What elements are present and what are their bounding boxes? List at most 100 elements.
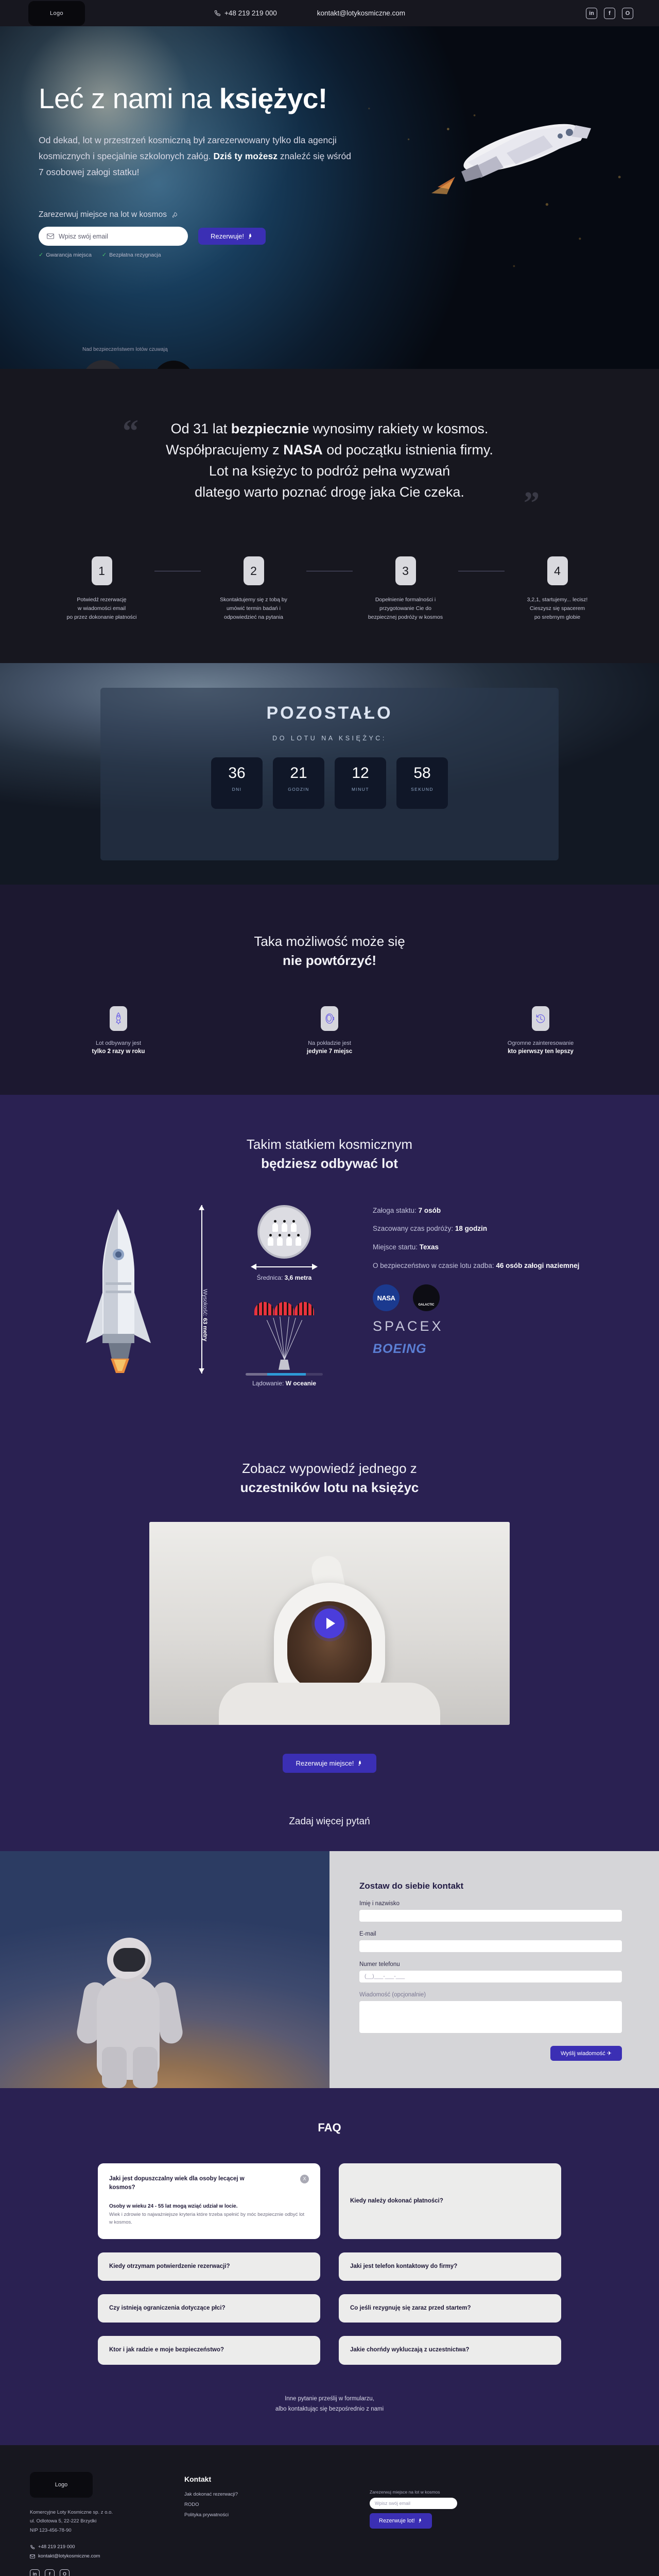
header-logo[interactable]: Logo — [28, 1, 85, 26]
ocean-line — [246, 1372, 323, 1376]
spaceship-section: Takim statkiem kosmicznym będziesz odbyw… — [0, 1094, 659, 1425]
facebook-icon[interactable]: f — [45, 2569, 55, 2576]
instagram-icon[interactable]: O — [622, 7, 633, 19]
faq-card[interactable]: Jaki jest telefon kontaktowy do firmy? — [339, 2252, 561, 2281]
footer-email[interactable]: kontakt@lotykosmiczne.com — [30, 2552, 184, 2561]
linkedin-icon[interactable]: in — [30, 2569, 40, 2576]
header-email[interactable]: kontakt@lotykosmiczne.com — [317, 9, 405, 17]
faq-card[interactable]: Ktor i jak radzie e moje bezpieczeństwo? — [98, 2336, 320, 2365]
name-field[interactable] — [359, 1909, 622, 1922]
footer-reserve-button[interactable]: Rezerwuje lot! — [370, 2513, 432, 2529]
footer-social-group: in f O — [30, 2569, 184, 2576]
countdown-days: 36 DNI — [211, 757, 263, 809]
footer-contact: +48 219 219 000 kontakt@lotykosmiczne.co… — [30, 2543, 184, 2561]
spaceship-middle: Średnica: 3,6 metra Lądowan — [207, 1205, 361, 1387]
partner-logo-row-1: NASA GALACTIC — [373, 1284, 622, 1312]
step-4: 4 3,2,1, startujemy... lecisz! Cieszysz … — [505, 556, 610, 622]
faq-card[interactable]: Czy istnieją ograniczenia dotyczące płci… — [98, 2294, 320, 2323]
opportunity-item-1: Lot odbywany jest tylko 2 razy w roku — [64, 1006, 172, 1055]
faq-card-open[interactable]: X Jaki jest dopuszczalny wiek dla osoby … — [98, 2163, 320, 2239]
step-1: 1 Potwiedź rezerwację w wiadomości email… — [49, 556, 154, 622]
contact-submit-button[interactable]: Wyślij wiadomość ✈ — [550, 2045, 622, 2061]
facebook-icon[interactable]: f — [604, 7, 615, 19]
cabin-diagram: Średnica: 3,6 metra — [251, 1205, 318, 1281]
footer-link-privacy[interactable]: Polityka prywatności — [184, 2512, 229, 2518]
opportunity-item-2: Na pokładzie jest jedynie 7 miejsc — [275, 1006, 384, 1055]
countdown-seconds-label: SEKUND — [411, 787, 433, 792]
footer-newsletter: Zarezerwuj miejsce na lot w kosmos Rezer… — [370, 2472, 629, 2576]
countdown-minutes-label: MINUT — [352, 787, 369, 792]
partners-label: Nad bezpieczeństwem lotów czuwają — [82, 347, 168, 352]
parachute-icon — [294, 1301, 314, 1315]
hero-reserve-button[interactable]: Rezerwuje! — [198, 228, 266, 245]
envelope-icon — [47, 233, 54, 239]
header-phone-text: +48 219 219 000 — [224, 9, 277, 17]
video-reserve-button[interactable]: Rezerwuje miejsce! — [282, 1753, 377, 1773]
crew-figure — [276, 1233, 283, 1246]
opportunity-heading-bold: nie powtórzyć! — [282, 953, 376, 969]
linkedin-icon[interactable]: in — [586, 7, 597, 19]
hero-cta-row: Wpisz swój email Rezerwuje! — [39, 227, 391, 246]
footer-phone-text: +48 219 219 000 — [38, 2544, 75, 2550]
space-shuttle-illustration — [431, 124, 591, 194]
hero-cta-label: Zarezerwuj miejsce na lot w kosmos — [39, 210, 391, 219]
contact-photo — [0, 1851, 330, 2088]
footer-email-input[interactable] — [370, 2497, 457, 2509]
crew-figure — [267, 1233, 274, 1246]
faq-footer-note: Inne pytanie prześlij w formularzu, albo… — [0, 2394, 659, 2414]
phone-field[interactable] — [359, 1970, 622, 1982]
header-phone[interactable]: +48 219 219 000 — [214, 9, 277, 17]
boeing-logo: BOEING — [373, 1342, 427, 1357]
parachute-icon — [254, 1301, 274, 1315]
faq-question: Ktor i jak radzie e moje bezpieczeństwo? — [109, 2347, 224, 2353]
virgin-galactic-logo: GALACTIC — [153, 361, 194, 369]
rocket-illustration — [86, 1209, 151, 1373]
email-field[interactable] — [359, 1940, 622, 1952]
spec-ground-crew: O bezpieczeństwo w czasie lotu zadba: 46… — [373, 1261, 580, 1269]
play-button[interactable] — [315, 1608, 344, 1638]
opportunity-item-2-line2: jedynie 7 miejsc — [306, 1048, 353, 1055]
footer-reserve-label: Rezerwuje lot! — [379, 2517, 415, 2524]
crew-figure — [295, 1233, 302, 1246]
partner-nasa: NASA — [82, 360, 124, 369]
spacex-logo: SPACEX — [373, 1318, 444, 1334]
step-4-text: 3,2,1, startujemy... lecisz! Cieszysz si… — [527, 597, 588, 621]
video-heading-light: Zobacz wypowiedź jednego z — [242, 1460, 417, 1476]
steps-row: 1 Potwiedź rezerwację w wiadomości email… — [0, 556, 659, 622]
contact-ask-title: Zadaj więcej pytań — [0, 1808, 659, 1851]
faq-card[interactable]: Jakie chorńdy wykluczają z uczestnictwa? — [339, 2336, 561, 2365]
virgin-galactic-logo: GALACTIC — [413, 1284, 440, 1312]
quote-line-3: Lot na księżyc to podróż pełna wyzwań — [209, 463, 450, 479]
faq-card[interactable]: Co jeśli rezygnuję się zaraz przed start… — [339, 2294, 561, 2323]
crew-figure — [272, 1219, 279, 1232]
header-contact-group: +48 219 219 000 kontakt@lotykosmiczne.co… — [214, 9, 405, 17]
faq-question: Kiedy otrzymam potwierdzenie rezerwacji? — [109, 2263, 230, 2269]
footer-logo[interactable]: Logo — [30, 2471, 93, 2498]
contact-submit-label: Wyślij wiadomość — [561, 2050, 605, 2057]
spec-duration: Szacowany czas podróży: 18 godzin — [373, 1225, 488, 1233]
video-cta-wrap: Rezerwuje miejsce! — [0, 1753, 659, 1773]
hero-lead-bold: Dziś ty możesz — [213, 150, 278, 161]
clock-icon — [532, 1006, 549, 1031]
message-field[interactable] — [359, 2001, 622, 2033]
hero-email-field[interactable]: Wpisz swój email — [39, 227, 188, 246]
rocket-icon — [172, 212, 177, 218]
guarantee-item: ✓ Bezpłatna rezygnacja — [102, 251, 161, 259]
crew-row-bottom — [267, 1233, 302, 1246]
hero-section: Leć z nami na księżyc! Od dekad, lot w p… — [0, 26, 659, 369]
footer-phone[interactable]: +48 219 219 000 — [30, 2543, 184, 2552]
faq-card[interactable]: Kiedy należy dokonać płatności? — [339, 2163, 561, 2239]
astronaut-illustration — [75, 1896, 185, 2088]
close-icon[interactable]: X — [300, 2174, 309, 2183]
faq-card[interactable]: Kiedy otrzymam potwierdzenie rezerwacji? — [98, 2252, 320, 2281]
quote-line-1: Od 31 lat bezpiecznie wynosimy rakiety w… — [170, 421, 489, 436]
video-player[interactable] — [149, 1521, 510, 1725]
partners-row: NASA GALACTIC SPACEX BOEING — [82, 360, 382, 369]
instagram-icon[interactable]: O — [60, 2569, 70, 2576]
step-3: 3 Dopełnienie formalności i przygotowani… — [353, 556, 458, 622]
hero-guarantees: ✓ Gwarancja miejsca ✓ Bezpłatna rezygnacja — [39, 251, 391, 259]
footer-link-reservation[interactable]: Jak dokonać rezerwacji? — [184, 2491, 238, 2497]
helmet-icon — [321, 1006, 338, 1031]
footer-link-rodo[interactable]: RODO — [184, 2501, 199, 2507]
